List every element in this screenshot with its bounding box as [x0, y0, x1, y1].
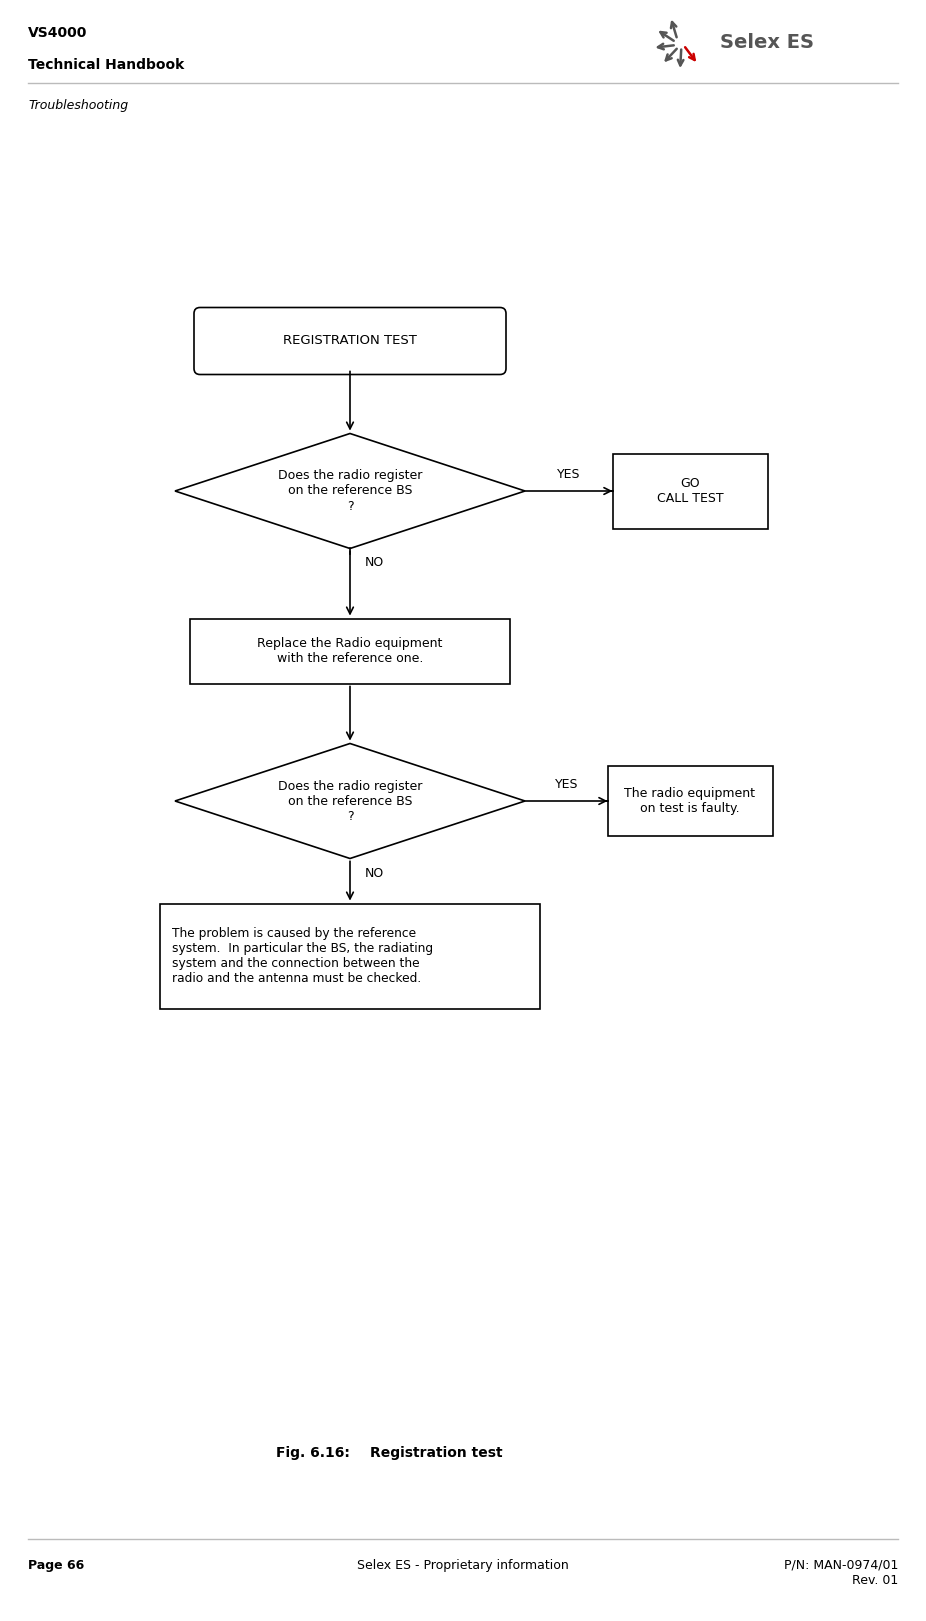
Text: REGISTRATION TEST: REGISTRATION TEST	[283, 334, 417, 347]
Text: YES: YES	[557, 468, 581, 481]
Text: The problem is caused by the reference
system.  In particular the BS, the radiat: The problem is caused by the reference s…	[172, 927, 433, 986]
Polygon shape	[175, 744, 525, 859]
Text: Page 66: Page 66	[28, 1559, 84, 1572]
Text: NO: NO	[365, 556, 384, 569]
FancyBboxPatch shape	[194, 308, 506, 374]
Text: Does the radio register
on the reference BS
?: Does the radio register on the reference…	[278, 470, 422, 512]
Text: P/N: MAN-0974/01
Rev. 01: P/N: MAN-0974/01 Rev. 01	[783, 1559, 898, 1587]
Text: Troubleshooting: Troubleshooting	[28, 99, 128, 112]
Text: Registration test: Registration test	[370, 1446, 503, 1461]
Polygon shape	[175, 433, 525, 548]
Bar	[160, 903, 540, 1008]
Text: NO: NO	[365, 867, 384, 880]
Text: Fig. 6.16:: Fig. 6.16:	[276, 1446, 350, 1461]
Text: VS4000: VS4000	[28, 26, 87, 41]
Bar	[607, 767, 772, 836]
Text: Replace the Radio equipment
with the reference one.: Replace the Radio equipment with the ref…	[257, 637, 443, 665]
Text: Selex ES: Selex ES	[720, 34, 814, 52]
Text: Selex ES - Proprietary information: Selex ES - Proprietary information	[357, 1559, 569, 1572]
Text: Does the radio register
on the reference BS
?: Does the radio register on the reference…	[278, 780, 422, 822]
Bar	[190, 619, 510, 684]
Text: The radio equipment
on test is faulty.: The radio equipment on test is faulty.	[624, 788, 756, 815]
Text: Technical Handbook: Technical Handbook	[28, 58, 184, 71]
Text: YES: YES	[555, 778, 578, 791]
Bar	[612, 454, 768, 528]
Text: GO
CALL TEST: GO CALL TEST	[657, 477, 723, 506]
